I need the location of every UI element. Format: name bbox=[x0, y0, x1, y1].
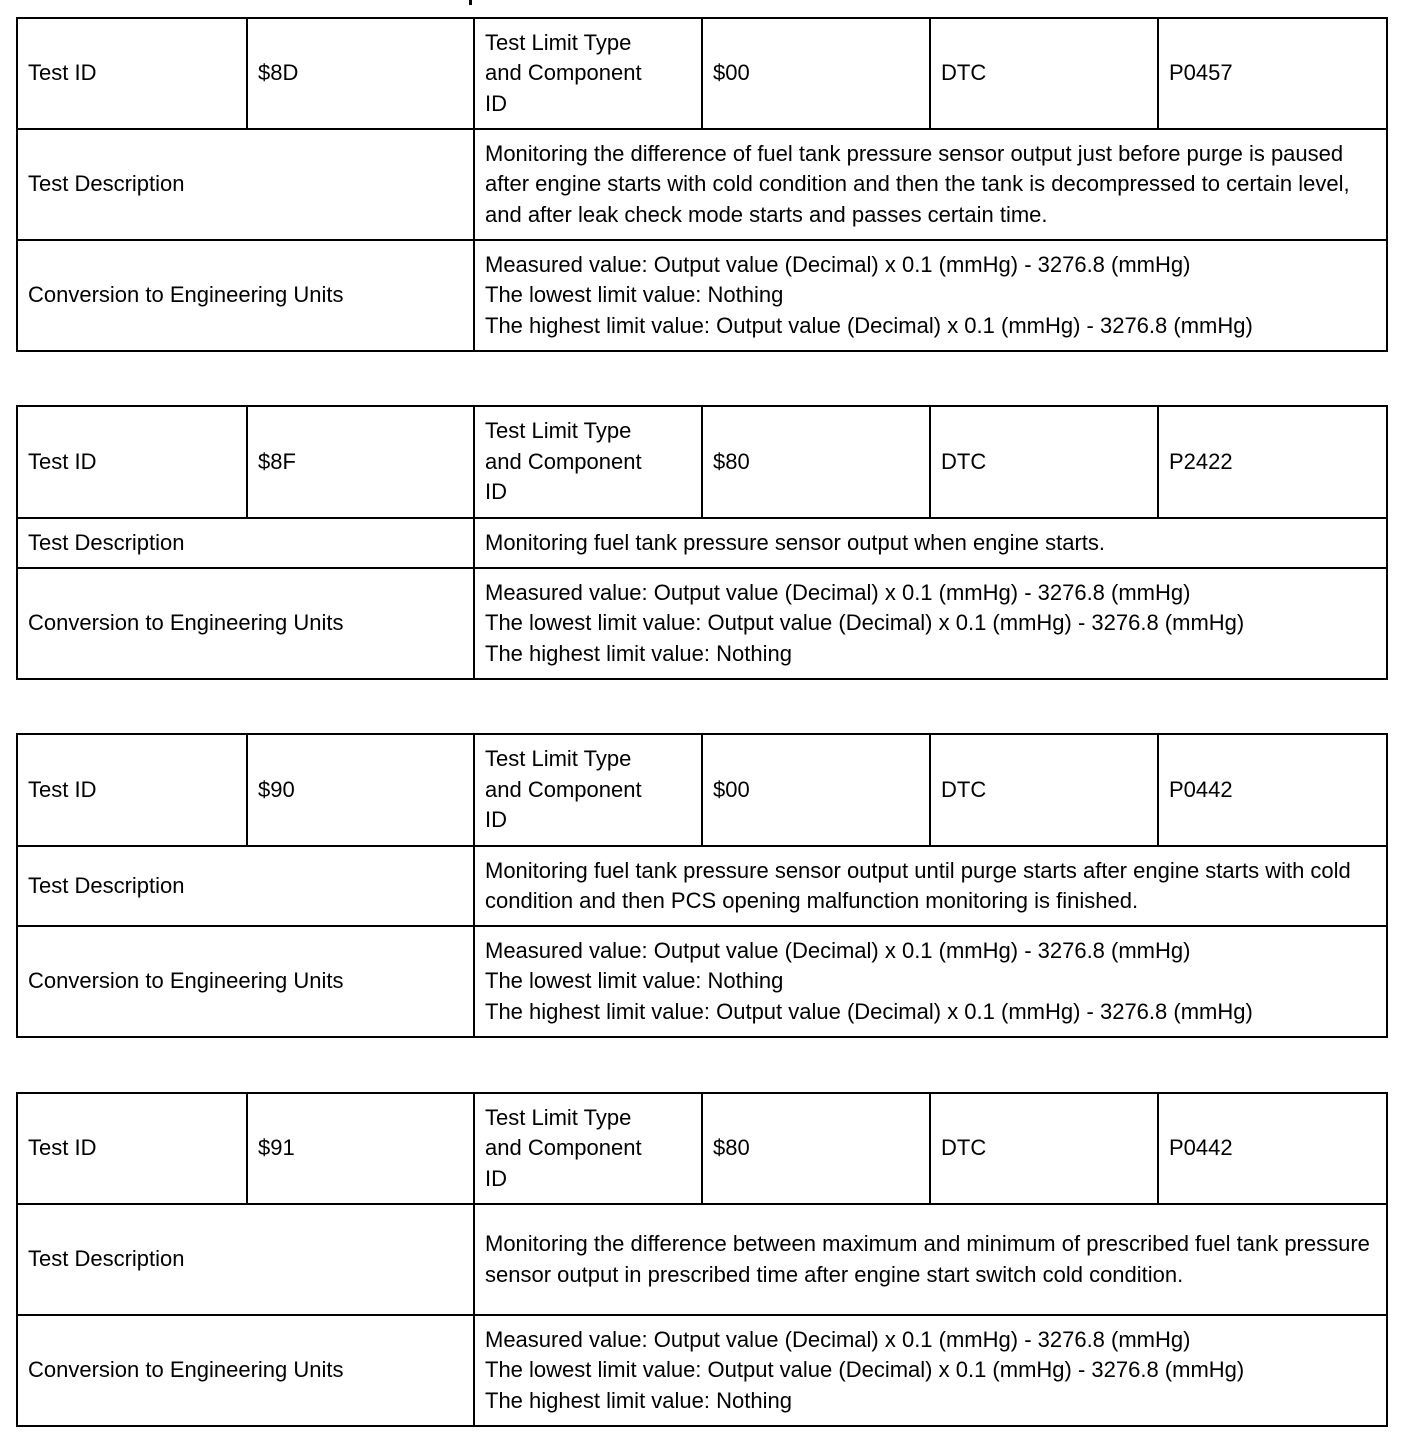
test-id-row: Test ID $91 Test Limit Type and Componen… bbox=[16, 1092, 1388, 1205]
test-id-row: Test ID $8F Test Limit Type and Componen… bbox=[16, 405, 1388, 519]
conversion-value: Measured value: Output value (Decimal) x… bbox=[473, 1314, 1388, 1427]
dtc-label: DTC bbox=[929, 17, 1159, 130]
test-id-label: Test ID bbox=[16, 1092, 248, 1205]
conversion-row: Conversion to Engineering Units Measured… bbox=[16, 567, 1388, 680]
limit-type-value: $00 bbox=[701, 17, 931, 130]
description-value: Monitoring the difference between maximu… bbox=[473, 1203, 1388, 1316]
test-id-value: $90 bbox=[246, 733, 475, 847]
test-id-label: Test ID bbox=[16, 405, 248, 519]
limit-type-label: Test Limit Type and Component ID bbox=[473, 1092, 703, 1205]
conversion-label: Conversion to Engineering Units bbox=[16, 239, 475, 352]
limit-type-value: $80 bbox=[701, 405, 931, 519]
dtc-label: DTC bbox=[929, 733, 1159, 847]
dtc-label: DTC bbox=[929, 405, 1159, 519]
description-value: Monitoring fuel tank pressure sensor out… bbox=[473, 517, 1388, 569]
description-label: Test Description bbox=[16, 1203, 475, 1316]
limit-type-label: Test Limit Type and Component ID bbox=[473, 405, 703, 519]
conversion-label: Conversion to Engineering Units bbox=[16, 1314, 475, 1427]
description-value: Monitoring fuel tank pressure sensor out… bbox=[473, 845, 1388, 927]
test-id-row: Test ID $8D Test Limit Type and Componen… bbox=[16, 17, 1388, 130]
conversion-row: Conversion to Engineering Units Measured… bbox=[16, 1314, 1388, 1427]
conversion-value: Measured value: Output value (Decimal) x… bbox=[473, 567, 1388, 680]
test-id-row: Test ID $90 Test Limit Type and Componen… bbox=[16, 733, 1388, 847]
dtc-value: P0442 bbox=[1157, 1092, 1388, 1205]
test-id-label: Test ID bbox=[16, 17, 248, 130]
description-row: Test Description Monitoring the differen… bbox=[16, 1203, 1388, 1316]
conversion-row: Conversion to Engineering Units Measured… bbox=[16, 239, 1388, 352]
limit-type-label: Test Limit Type and Component ID bbox=[473, 17, 703, 130]
limit-type-value: $00 bbox=[701, 733, 931, 847]
description-row: Test Description Monitoring the differen… bbox=[16, 128, 1388, 241]
description-row: Test Description Monitoring fuel tank pr… bbox=[16, 845, 1388, 927]
limit-type-value: $80 bbox=[701, 1092, 931, 1205]
conversion-label: Conversion to Engineering Units bbox=[16, 567, 475, 680]
limit-type-label: Test Limit Type and Component ID bbox=[473, 733, 703, 847]
monitor-test-table: Test ID $91 Test Limit Type and Componen… bbox=[16, 1092, 1388, 1427]
conversion-row: Conversion to Engineering Units Measured… bbox=[16, 925, 1388, 1038]
dtc-value: P2422 bbox=[1157, 405, 1388, 519]
page-edge-mark bbox=[469, 0, 472, 5]
dtc-value: P0442 bbox=[1157, 733, 1388, 847]
test-id-value: $91 bbox=[246, 1092, 475, 1205]
description-value: Monitoring the difference of fuel tank p… bbox=[473, 128, 1388, 241]
description-label: Test Description bbox=[16, 517, 475, 569]
monitor-test-table: Test ID $8F Test Limit Type and Componen… bbox=[16, 405, 1388, 680]
description-row: Test Description Monitoring fuel tank pr… bbox=[16, 517, 1388, 569]
monitor-test-table: Test ID $90 Test Limit Type and Componen… bbox=[16, 733, 1388, 1038]
test-id-value: $8F bbox=[246, 405, 475, 519]
dtc-label: DTC bbox=[929, 1092, 1159, 1205]
conversion-value: Measured value: Output value (Decimal) x… bbox=[473, 239, 1388, 352]
test-id-value: $8D bbox=[246, 17, 475, 130]
conversion-label: Conversion to Engineering Units bbox=[16, 925, 475, 1038]
monitor-test-table: Test ID $8D Test Limit Type and Componen… bbox=[16, 17, 1388, 352]
test-id-label: Test ID bbox=[16, 733, 248, 847]
description-label: Test Description bbox=[16, 845, 475, 927]
conversion-value: Measured value: Output value (Decimal) x… bbox=[473, 925, 1388, 1038]
description-label: Test Description bbox=[16, 128, 475, 241]
dtc-value: P0457 bbox=[1157, 17, 1388, 130]
